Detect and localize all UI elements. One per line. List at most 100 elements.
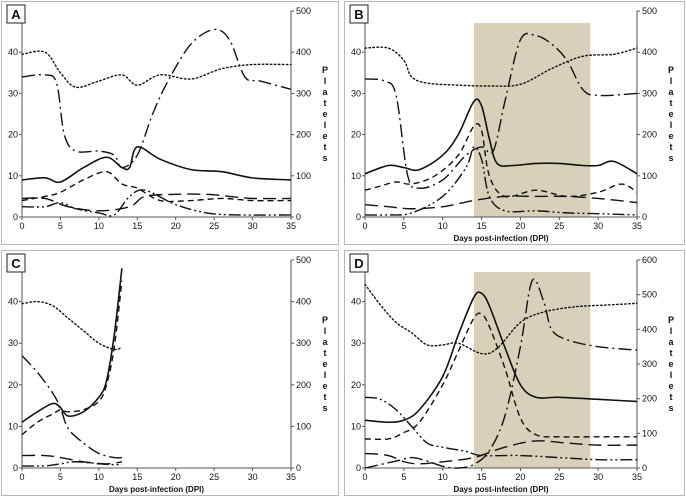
right-tick-label: 0 <box>642 212 647 222</box>
series-line-dash-dot-dot <box>364 146 638 216</box>
left-tick-label: 10 <box>351 421 361 431</box>
series-line-dotted <box>21 50 292 89</box>
x-axis-label: Days post-infection (DPI) <box>453 234 548 243</box>
series-line-dotted <box>21 300 123 351</box>
x-tick-label: 0 <box>19 221 24 231</box>
left-tick-label: 20 <box>8 380 18 390</box>
x-tick-label: 10 <box>94 472 104 482</box>
panel-label-box <box>349 253 369 273</box>
series-line-solid <box>21 146 292 184</box>
right-tick-label: 500 <box>642 6 657 16</box>
x-tick-label: 15 <box>132 221 142 231</box>
shaded-region <box>473 272 591 468</box>
left-tick-label: 30 <box>351 88 361 98</box>
shaded-region <box>473 23 591 217</box>
x-tick-label: 0 <box>362 472 367 482</box>
series-line-dotted <box>364 46 638 87</box>
x-tick-label: 20 <box>515 472 525 482</box>
right-tick-label: 500 <box>296 255 311 265</box>
x-tick-label: 10 <box>438 221 448 231</box>
x-tick-label: 10 <box>438 472 448 482</box>
right-tick-label: 0 <box>642 463 647 473</box>
right-tick-label: 0 <box>296 212 301 222</box>
left-tick-label: 10 <box>8 421 18 431</box>
series-line-dash-dot <box>364 32 638 189</box>
series-line-dotted <box>364 283 638 355</box>
x-tick-label: 0 <box>19 472 24 482</box>
right-tick-label: 0 <box>296 463 301 473</box>
series-line-dash-dot-dot <box>364 396 638 461</box>
x-tick-label: 35 <box>632 472 642 482</box>
series-line-dash-dot <box>21 355 122 459</box>
x-tick-label: 20 <box>515 221 525 231</box>
right-tick-label: 600 <box>642 255 657 265</box>
x-tick-label: 25 <box>554 221 564 231</box>
left-tick-label: 0 <box>356 463 361 473</box>
x-tick-label: 5 <box>401 221 406 231</box>
right-tick-label: 100 <box>642 428 657 438</box>
x-tick-label: 35 <box>286 472 296 482</box>
right-tick-label: 200 <box>296 130 311 140</box>
series-line-dash-dot <box>21 28 292 169</box>
right-tick-label: 300 <box>296 88 311 98</box>
left-tick-label: 20 <box>8 130 18 140</box>
left-tick-label: 10 <box>8 171 18 181</box>
right-tick-label: 200 <box>296 380 311 390</box>
right-tick-label: 400 <box>642 324 657 334</box>
series-line-solid <box>21 268 123 423</box>
right-tick-label: 400 <box>296 47 311 57</box>
left-tick-label: 10 <box>351 171 361 181</box>
panel-label: A <box>11 7 21 22</box>
panel-label: D <box>354 256 363 271</box>
x-tick-label: 5 <box>58 221 63 231</box>
x-tick-label: 10 <box>94 221 104 231</box>
chart-panel-a: 0102030405001002003004005000510152025303… <box>1 1 339 245</box>
panel-label-box <box>349 4 369 24</box>
left-tick-label: 40 <box>351 297 361 307</box>
left-tick-label: 40 <box>351 47 361 57</box>
x-axis-label: Days post-infection (DPI) <box>453 485 548 494</box>
right-tick-label: 300 <box>296 338 311 348</box>
left-tick-label: 0 <box>13 463 18 473</box>
panel-label: B <box>354 7 363 22</box>
x-tick-label: 15 <box>132 472 142 482</box>
series-line-solid <box>364 291 638 424</box>
x-tick-label: 15 <box>477 221 487 231</box>
x-tick-label: 35 <box>286 221 296 231</box>
left-tick-label: 30 <box>8 88 18 98</box>
right-tick-label: 100 <box>296 171 311 181</box>
panel-label-box <box>6 253 26 273</box>
right-tick-label: 500 <box>642 290 657 300</box>
series-line-long-dash <box>364 195 638 210</box>
panel-frame <box>1 250 339 496</box>
left-tick-label: 0 <box>356 212 361 222</box>
left-tick-label: 20 <box>351 130 361 140</box>
series-line-short-dash <box>21 280 123 436</box>
x-tick-label: 30 <box>593 221 603 231</box>
series-line-dash-dot <box>364 278 638 469</box>
right-tick-label: 300 <box>642 88 657 98</box>
x-tick-label: 30 <box>248 221 258 231</box>
right-tick-label: 500 <box>296 6 311 16</box>
right-tick-label: 400 <box>296 297 311 307</box>
series-line-long-dash <box>364 440 638 465</box>
left-tick-label: 0 <box>13 212 18 222</box>
left-tick-label: 40 <box>8 297 18 307</box>
panel-frame <box>1 1 339 245</box>
right-tick-label: 200 <box>642 394 657 404</box>
x-tick-label: 30 <box>248 472 258 482</box>
series-line-short-dash <box>364 312 637 441</box>
panel-label-box <box>6 4 26 24</box>
x-tick-label: 5 <box>401 472 406 482</box>
left-tick-label: 40 <box>8 47 18 57</box>
chart-panel-d: 0102030405001002003004005006000510152025… <box>344 250 685 496</box>
x-tick-label: 25 <box>554 472 564 482</box>
x-tick-label: 20 <box>171 472 181 482</box>
right-tick-label: 100 <box>642 171 657 181</box>
x-tick-label: 0 <box>362 221 367 231</box>
x-tick-label: 25 <box>209 221 219 231</box>
series-line-solid <box>364 98 638 175</box>
